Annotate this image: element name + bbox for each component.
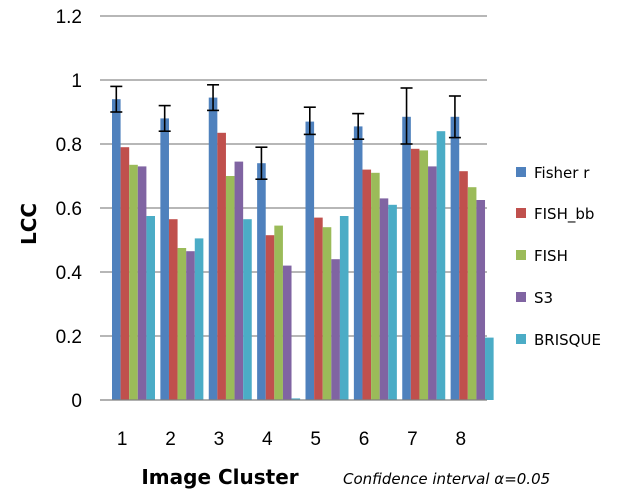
legend-item: FISH_bb (516, 205, 594, 224)
bar-fish-1 (129, 164, 138, 400)
bar-fisher-r-2 (160, 118, 169, 401)
bar-brisque-1 (146, 216, 155, 400)
bar-brisque-3 (243, 219, 252, 400)
bar-brisque-4 (291, 398, 301, 400)
y-tick-label: 0.6 (56, 199, 82, 220)
bar-fish-7 (419, 150, 429, 400)
bars (112, 97, 494, 401)
x-tick-label: 7 (407, 429, 418, 450)
bar-fisher-r-6 (353, 126, 363, 401)
error-bar-8 (448, 95, 461, 139)
legend-label: BRISQUE (534, 331, 601, 349)
bar-fish-bb-2 (168, 219, 178, 400)
bar-s3-3 (234, 161, 244, 400)
bar-s3-1 (137, 166, 147, 400)
bar-fish-3 (225, 176, 235, 400)
bar-s3-8 (476, 200, 486, 400)
error-bar-1 (110, 85, 123, 113)
legend-item: FISH (516, 247, 568, 265)
legend-swatch (516, 292, 526, 302)
error-bars (110, 84, 461, 180)
x-tick-label: 8 (456, 429, 467, 450)
x-tick-label: 4 (262, 429, 273, 450)
bar-brisque-7 (436, 131, 446, 400)
legend-label: Fisher r (534, 164, 590, 182)
bar-s3-4 (282, 265, 292, 400)
bar-s3-7 (428, 166, 437, 400)
legend-label: FISH (534, 247, 568, 265)
x-tick-label: 3 (214, 429, 225, 450)
x-tick-label: 5 (310, 429, 321, 450)
confidence-interval-note: Confidence interval α=0.05 (343, 470, 550, 488)
y-tick-label: 1.2 (56, 7, 82, 28)
bar-fish-bb-1 (120, 147, 130, 400)
y-tick-label: 0.8 (56, 135, 82, 156)
bar-fish-bb-8 (459, 171, 468, 400)
legend-label: S3 (534, 289, 553, 307)
legend-item: BRISQUE (516, 331, 601, 349)
legend-swatch (516, 334, 526, 344)
bar-fish-bb-4 (265, 235, 275, 400)
bar-s3-5 (331, 259, 340, 400)
bar-fisher-r-5 (305, 121, 315, 400)
bar-s3-2 (186, 251, 195, 400)
error-bar-7 (400, 87, 413, 145)
bar-fish-bb-3 (217, 132, 226, 401)
bar-fish-8 (467, 187, 477, 400)
bar-fisher-r-8 (450, 116, 460, 401)
bar-fish-4 (274, 225, 283, 400)
error-bar-3 (207, 84, 220, 112)
legend-label: FISH_bb (534, 205, 594, 224)
x-tick-labels: 1 2 3 4 5 6 7 8 (117, 429, 466, 450)
bar-fish-2 (177, 248, 187, 400)
x-tick-label: 1 (117, 429, 128, 450)
bar-fish-bb-6 (362, 169, 372, 400)
y-tick-label: 0 (71, 391, 82, 412)
bar-fish-6 (371, 172, 380, 400)
x-tick-label: 6 (359, 429, 370, 450)
bar-brisque-5 (339, 216, 349, 400)
legend-swatch (516, 208, 526, 218)
legend-item: Fisher r (516, 164, 590, 182)
y-tick-labels: 0 0.2 0.4 0.6 0.8 1 1.2 (56, 7, 83, 412)
x-axis-title: Image Cluster (141, 465, 298, 489)
legend: Fisher r FISH_bb FISH S3 BRISQUE (516, 164, 601, 349)
bar-fisher-r-4 (257, 163, 266, 400)
bar-s3-6 (379, 198, 389, 400)
bar-fisher-r-1 (112, 99, 121, 400)
bar-fish-5 (322, 227, 332, 400)
x-tick-label: 2 (165, 429, 176, 450)
error-bar-5 (303, 106, 316, 136)
y-tick-label: 0.4 (56, 263, 83, 284)
error-bar-4 (255, 146, 268, 180)
legend-swatch (516, 167, 526, 177)
bar-fisher-r-3 (208, 97, 218, 400)
error-bar-2 (158, 104, 171, 132)
y-tick-label: 0.2 (56, 327, 82, 348)
y-axis-title: LCC (17, 203, 41, 245)
bar-fisher-r-7 (402, 116, 411, 401)
error-bar-6 (352, 112, 365, 140)
bar-fish-bb-7 (410, 148, 420, 400)
bar-brisque-8 (485, 337, 494, 400)
legend-swatch (516, 250, 526, 260)
legend-item: S3 (516, 289, 553, 307)
bar-brisque-2 (194, 238, 204, 400)
bar-brisque-6 (388, 204, 397, 400)
y-tick-label: 1 (71, 71, 82, 92)
bar-fish-bb-5 (314, 217, 323, 400)
